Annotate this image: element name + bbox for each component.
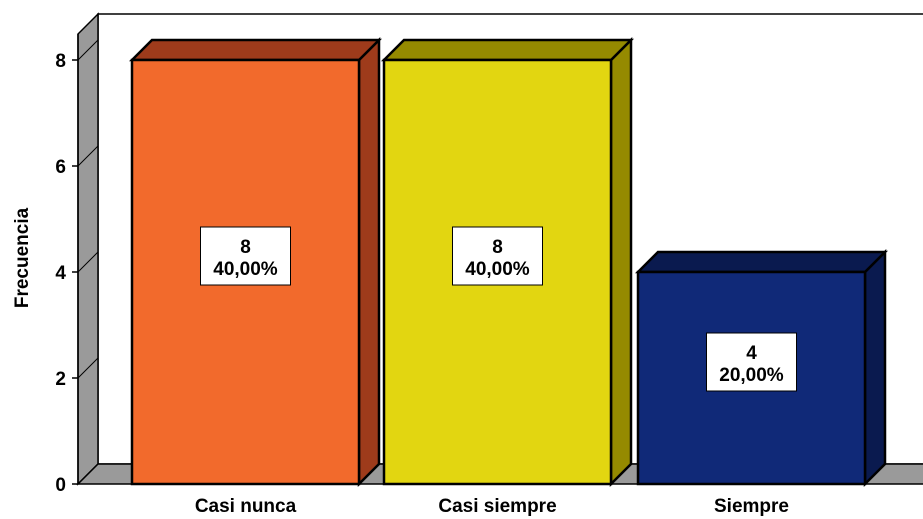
bar-side: [357, 36, 381, 488]
data-label-percent: 40,00%: [465, 259, 530, 280]
y-axis-title: Frecuencia: [12, 207, 33, 308]
data-label-box: [452, 226, 543, 286]
bar-side: [609, 36, 633, 488]
data-label-2: 840,00%: [452, 226, 543, 286]
left-wall: [77, 12, 99, 486]
y-gridline: [77, 357, 99, 379]
data-label-count: 8: [240, 237, 251, 258]
y-tick-label: 0: [55, 475, 66, 496]
data-label-percent: 40,00%: [213, 259, 278, 280]
bar-top: [128, 38, 383, 62]
x-axis-categories: Casi nunca Casi siempre Siempre: [195, 496, 789, 517]
data-label-count: 4: [746, 343, 757, 364]
y-gridline: [77, 145, 99, 167]
data-label-box: [706, 332, 797, 392]
bar-top: [634, 250, 889, 274]
data-label-1: 840,00%: [200, 226, 291, 286]
data-label-count: 8: [492, 237, 503, 258]
bar-top: [380, 38, 635, 62]
bar-side: [863, 248, 887, 488]
bar-1: [128, 36, 383, 488]
x-category-label: Casi siempre: [438, 496, 556, 517]
y-tick-label: 2: [55, 369, 66, 390]
x-category-label: Siempre: [714, 496, 789, 517]
x-category-label: Casi nunca: [195, 496, 297, 517]
y-tick-label: 6: [55, 157, 66, 178]
y-axis-ticks: 0 2 4 6 8: [55, 34, 99, 496]
y-tick-label: 8: [55, 51, 66, 72]
y-gridline: [77, 251, 99, 273]
data-label-percent: 20,00%: [719, 365, 784, 386]
data-label-box: [200, 226, 291, 286]
data-labels: 840,00%840,00%420,00%: [200, 226, 797, 392]
data-label-3: 420,00%: [706, 332, 797, 392]
y-tick-label: 4: [55, 263, 66, 284]
y-gridline: [77, 39, 99, 61]
